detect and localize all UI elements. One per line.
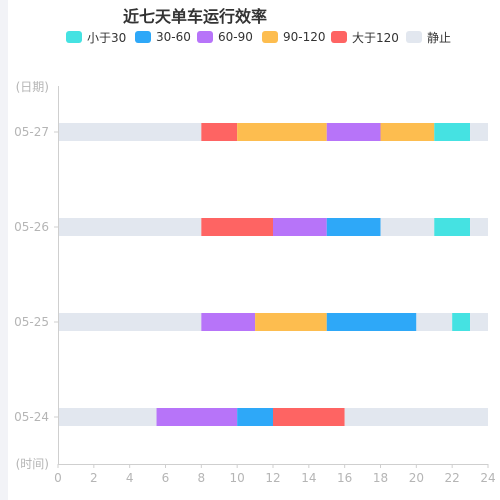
x-tick-label: 6	[162, 471, 170, 485]
legend-label: 30-60	[156, 30, 191, 44]
legend-item[interactable]: 60-90	[197, 28, 253, 46]
x-tick-label: 24	[480, 471, 495, 485]
x-tick-label: 2	[90, 471, 98, 485]
x-tick-label: 20	[409, 471, 424, 485]
bar-segment[interactable]	[326, 218, 381, 236]
legend-item[interactable]: 90-120	[262, 28, 326, 46]
legend-swatch	[135, 31, 151, 43]
bar-segment[interactable]	[201, 218, 273, 236]
legend-item[interactable]: 大于120	[331, 28, 399, 46]
bar-segment[interactable]	[470, 218, 488, 236]
legend-item[interactable]: 静止	[406, 28, 451, 46]
chart-legend: 小于30 30-60 60-90 90-120 大于120 静止	[0, 28, 500, 46]
x-tick-label: 12	[265, 471, 280, 485]
chart-title: 近七天单车运行效率	[122, 7, 267, 26]
x-tick-label: 18	[373, 471, 388, 485]
bar-segment[interactable]	[326, 123, 381, 141]
bar-segment[interactable]	[255, 313, 327, 331]
x-tick-label: 8	[198, 471, 206, 485]
bar-segment[interactable]	[58, 408, 157, 426]
bar-segment[interactable]	[434, 218, 471, 236]
legend-swatch	[262, 31, 278, 43]
legend-swatch	[197, 31, 213, 43]
bar-segments	[58, 123, 488, 426]
bar-segment[interactable]	[273, 408, 345, 426]
bar-segment[interactable]	[416, 313, 453, 331]
x-axis-label: (时间)	[16, 457, 49, 471]
y-tick-label: 05-26	[14, 220, 49, 234]
bar-segment[interactable]	[380, 123, 435, 141]
legend-swatch	[66, 31, 82, 43]
legend-swatch	[331, 31, 347, 43]
x-tick-label: 4	[126, 471, 134, 485]
x-tick-label: 22	[445, 471, 460, 485]
bar-segment[interactable]	[58, 123, 202, 141]
bar-segment[interactable]	[156, 408, 238, 426]
bar-segment[interactable]	[58, 218, 202, 236]
bar-segment[interactable]	[58, 313, 202, 331]
legend-item[interactable]: 小于30	[66, 28, 126, 46]
x-tick-label: 0	[54, 471, 62, 485]
bar-segment[interactable]	[434, 123, 471, 141]
x-tick-label: 14	[301, 471, 316, 485]
legend-label: 60-90	[218, 30, 253, 44]
y-axis-label: (日期)	[16, 80, 49, 94]
bar-segment[interactable]	[201, 313, 256, 331]
bar-segment[interactable]	[201, 123, 238, 141]
bar-segment[interactable]	[380, 218, 435, 236]
legend-swatch	[406, 31, 422, 43]
x-tick-label: 16	[337, 471, 352, 485]
bar-segment[interactable]	[344, 408, 488, 426]
bar-segment[interactable]	[273, 218, 327, 236]
legend-item[interactable]: 30-60	[135, 28, 191, 46]
legend-label: 90-120	[283, 30, 326, 44]
left-edge-stripe	[0, 0, 8, 500]
bar-segment[interactable]	[452, 313, 471, 331]
y-tick-label: 05-25	[14, 315, 49, 329]
y-tick-label: 05-27	[14, 125, 49, 139]
y-tick-label: 05-24	[14, 410, 49, 424]
bar-segment[interactable]	[326, 313, 417, 331]
x-tick-label: 10	[230, 471, 245, 485]
legend-label: 小于30	[87, 30, 127, 45]
bar-segment[interactable]	[470, 123, 488, 141]
legend-label: 大于120	[352, 30, 399, 45]
legend-label: 静止	[427, 30, 452, 45]
bar-segment[interactable]	[470, 313, 488, 331]
axes: 0 2 4 6 8 10 12 14 16 18 20 22 2405-2405-2505-2605-2…	[14, 80, 496, 485]
bar-segment[interactable]	[237, 408, 273, 426]
bar-segment[interactable]	[237, 123, 327, 141]
